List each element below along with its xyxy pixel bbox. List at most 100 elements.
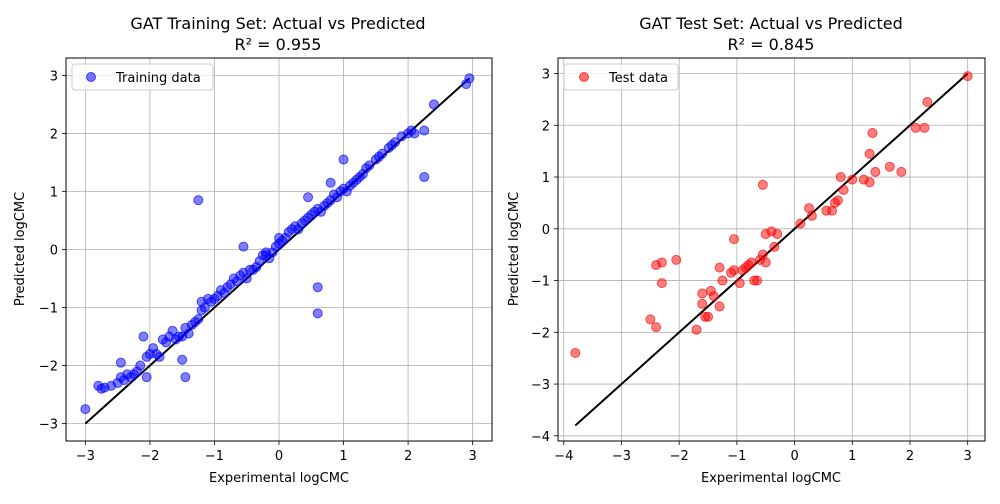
- test-y-tick-label: −2: [531, 326, 550, 341]
- training-y-tick-label: 1: [50, 185, 58, 200]
- training-chart: GAT Training Set: Actual vs Predicted R²…: [13, 14, 493, 486]
- test-y-tick-label: 1: [542, 171, 550, 186]
- training-data-point: [464, 73, 475, 84]
- test-y-tick-label: 2: [542, 119, 550, 134]
- test-x-tick-label: 2: [906, 449, 914, 464]
- test-data-point: [864, 177, 875, 188]
- training-data-point: [180, 372, 191, 383]
- test-y-axis-label: Predicted logCMC: [507, 192, 522, 306]
- training-x-tick-label: 0: [275, 449, 283, 464]
- test-data-point: [671, 254, 682, 265]
- test-x-tick-label: 0: [790, 449, 798, 464]
- test-chart-subtitle: R² = 0.845: [728, 35, 815, 54]
- training-data-point: [154, 351, 165, 362]
- test-data-point: [884, 161, 895, 172]
- training-points: [80, 73, 475, 415]
- test-data-point: [734, 278, 745, 289]
- test-data-point: [910, 122, 921, 133]
- test-data-point: [728, 265, 739, 276]
- test-data-point: [697, 288, 708, 299]
- training-chart-title: GAT Training Set: Actual vs Predicted: [130, 14, 425, 33]
- training-data-point: [390, 137, 401, 148]
- training-data-point: [377, 148, 388, 159]
- test-points: [570, 71, 973, 359]
- training-data-point: [338, 154, 349, 165]
- training-data-point: [325, 177, 336, 188]
- test-chart: GAT Test Set: Actual vs Predicted R² = 0…: [507, 14, 986, 486]
- test-data-point: [832, 195, 843, 206]
- test-data-point: [714, 262, 725, 273]
- test-data-point: [806, 210, 817, 221]
- training-legend-box: [71, 63, 214, 91]
- test-y-tick-label: −4: [531, 430, 550, 445]
- test-data-point: [728, 234, 739, 245]
- training-data-point: [199, 302, 210, 313]
- training-data-point: [409, 128, 420, 139]
- training-data-point: [135, 360, 146, 371]
- test-data-point: [769, 241, 780, 252]
- test-legend: Test data: [563, 63, 679, 91]
- test-x-tick-label: 1: [848, 449, 856, 464]
- training-data-point: [419, 125, 430, 136]
- test-y-tick-label: 3: [542, 68, 550, 83]
- training-chart-subtitle: R² = 0.955: [235, 35, 322, 54]
- training-data-point: [428, 99, 439, 110]
- training-x-tick-label: −1: [205, 449, 224, 464]
- training-x-tick-label: 1: [339, 449, 347, 464]
- test-data-point: [691, 324, 702, 335]
- test-data-point: [896, 166, 907, 177]
- test-data-point: [656, 278, 667, 289]
- training-data-point: [419, 171, 430, 182]
- training-data-point: [80, 404, 91, 415]
- test-y-tick-label: −1: [531, 275, 550, 290]
- training-data-point: [303, 192, 314, 203]
- training-x-tick-label: 3: [468, 449, 476, 464]
- training-y-tick-label: −2: [39, 360, 58, 375]
- test-data-point: [645, 314, 656, 325]
- test-data-point: [717, 275, 728, 286]
- test-x-tick-label: −3: [612, 449, 631, 464]
- test-data-point: [847, 174, 858, 185]
- training-data-point: [238, 241, 249, 252]
- training-data-point: [138, 331, 149, 342]
- training-data-point: [193, 314, 204, 325]
- test-data-point: [760, 257, 771, 268]
- training-y-tick-label: −1: [39, 302, 58, 317]
- training-data-point: [274, 232, 284, 243]
- training-y-tick-label: −3: [39, 418, 58, 433]
- training-data-point: [177, 354, 188, 365]
- test-data-point: [570, 348, 581, 359]
- test-data-point: [703, 311, 714, 322]
- training-data-point: [193, 195, 204, 206]
- test-data-point: [752, 275, 763, 286]
- training-y-tick-label: 3: [50, 69, 58, 84]
- test-data-point: [651, 322, 662, 333]
- training-x-tick-label: 2: [404, 449, 412, 464]
- test-x-tick-label: 3: [964, 449, 972, 464]
- test-y-tick-label: −3: [531, 378, 550, 393]
- test-legend-box: [563, 63, 679, 91]
- training-data-point: [312, 308, 323, 319]
- training-data-point: [241, 273, 252, 284]
- test-data-point: [864, 148, 875, 159]
- training-legend: Training data: [71, 63, 214, 91]
- test-data-point: [838, 184, 849, 195]
- test-data-point: [922, 96, 933, 107]
- test-data-point: [867, 128, 878, 139]
- test-data-point: [708, 291, 719, 302]
- training-x-tick-label: −2: [140, 449, 159, 464]
- test-data-point: [757, 179, 768, 190]
- test-data-point: [835, 172, 846, 183]
- test-x-tick-label: −1: [727, 449, 746, 464]
- test-data-point: [697, 298, 708, 309]
- training-data-point: [115, 357, 126, 368]
- training-ticks: −3 −2 −1 0 1 2 3 −3 −2 −1 0 1 2 3: [39, 69, 477, 464]
- training-plot-frame: [65, 57, 493, 442]
- training-data-point: [141, 372, 152, 383]
- test-data-point: [962, 71, 973, 82]
- training-data-point: [312, 282, 323, 293]
- test-ticks: −4 −3 −2 −1 0 1 2 3 −4 −3 −2 −1 0 1 2 3: [531, 68, 972, 464]
- test-chart-title: GAT Test Set: Actual vs Predicted: [639, 14, 903, 33]
- test-legend-marker: [579, 72, 589, 82]
- training-y-axis-label: Predicted logCMC: [13, 192, 28, 306]
